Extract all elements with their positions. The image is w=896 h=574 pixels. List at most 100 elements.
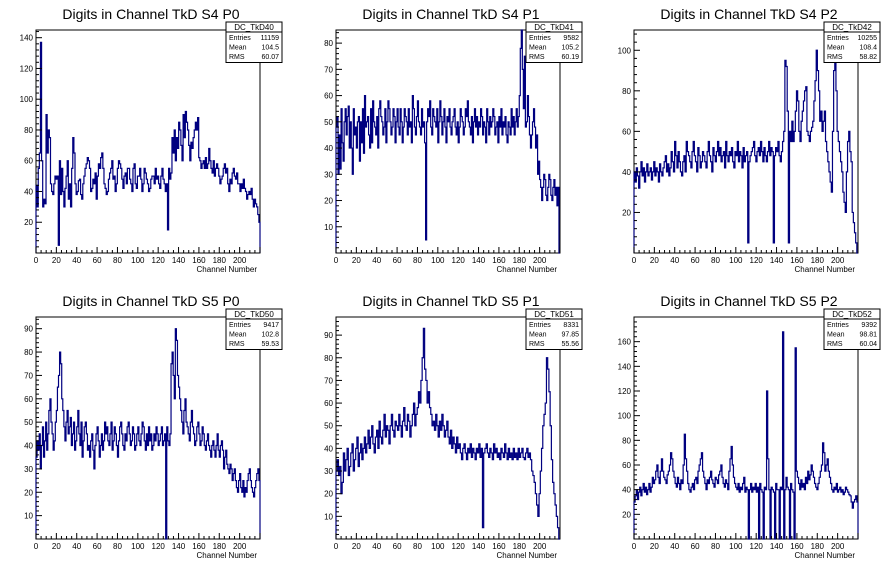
x-tick-label: 100: [431, 256, 445, 265]
y-tick-label: 50: [24, 418, 33, 427]
x-tick-label: 100: [729, 256, 743, 265]
x-tick-label: 20: [52, 256, 61, 265]
y-tick-label: 20: [622, 510, 631, 519]
x-axis-label: Channel Number: [197, 551, 258, 560]
stats-label: Mean: [229, 332, 247, 339]
x-tick-label: 180: [811, 256, 825, 265]
histogram-series-line: [335, 29, 560, 254]
x-tick-label: 160: [192, 542, 206, 551]
x-tick-label: 100: [131, 256, 145, 265]
histogram-panel-5: Digits in Channel TkD S5 P1 0 20 40 60 80 100 1…: [324, 293, 583, 560]
x-tick-label: 0: [34, 542, 39, 551]
x-tick-label: 140: [172, 256, 186, 265]
y-tick-label: 70: [324, 65, 333, 74]
x-tick-label: 140: [472, 542, 486, 551]
x-tick-label: 200: [831, 256, 845, 265]
histogram-series-line: [633, 49, 858, 254]
stats-label: RMS: [529, 341, 545, 348]
y-tick-label: 60: [324, 399, 333, 408]
stats-label: Mean: [529, 332, 547, 339]
x-tick-label: 80: [711, 542, 720, 551]
y-tick-label: 20: [324, 490, 333, 499]
x-tick-label: 200: [233, 256, 247, 265]
stats-value: 60.04: [859, 341, 877, 348]
x-axis-label: Channel Number: [497, 551, 558, 560]
x-tick-label: 120: [452, 542, 466, 551]
stats-box-name: DC_TkD52: [832, 310, 872, 319]
stats-box-frame: [225, 21, 283, 63]
x-tick-label: 100: [729, 542, 743, 551]
x-tick-label: 80: [413, 256, 422, 265]
stats-label: Mean: [827, 332, 845, 339]
x-tick-label: 40: [72, 542, 81, 551]
stats-box: DC_TkD50 Entries 9417 Mean 102.8 RMS 59.53: [225, 308, 283, 350]
stats-label: Entries: [229, 35, 251, 42]
x-tick-label: 60: [691, 256, 700, 265]
histogram-series-line: [35, 41, 261, 253]
y-tick-label: 80: [622, 436, 631, 445]
x-tick-label: 60: [93, 256, 102, 265]
stats-label: Mean: [827, 45, 845, 52]
stats-label: Entries: [827, 322, 849, 329]
stats-label: RMS: [229, 341, 245, 348]
y-tick-label: 60: [24, 157, 33, 166]
x-tick-label: 120: [452, 256, 466, 265]
plot-title: Digits in Channel TkD S5 P0: [62, 293, 239, 309]
stats-value: 108.4: [859, 45, 877, 52]
x-tick-label: 140: [770, 256, 784, 265]
x-tick-label: 0: [632, 256, 637, 265]
x-axis-label: Channel Number: [795, 551, 856, 560]
stats-box-name: DC_TkD42: [832, 23, 872, 32]
y-tick-label: 140: [20, 34, 34, 43]
y-tick-label: 40: [324, 144, 333, 153]
y-tick-label: 80: [324, 354, 333, 363]
x-tick-label: 0: [34, 256, 39, 265]
x-tick-label: 120: [750, 542, 764, 551]
y-tick-label: 40: [24, 187, 33, 196]
x-tick-label: 200: [533, 542, 547, 551]
x-tick-label: 120: [152, 542, 166, 551]
x-tick-label: 200: [533, 256, 547, 265]
y-tick-label: 40: [622, 486, 631, 495]
x-tick-label: 40: [372, 256, 381, 265]
stats-value: 58.82: [859, 54, 877, 61]
x-tick-label: 40: [372, 542, 381, 551]
stats-value: 105.2: [561, 45, 579, 52]
stats-box-frame: [525, 21, 583, 63]
stats-value: 102.8: [261, 332, 279, 339]
x-tick-label: 160: [790, 542, 804, 551]
x-tick-label: 140: [472, 256, 486, 265]
x-tick-label: 0: [334, 542, 339, 551]
x-tick-label: 180: [213, 256, 227, 265]
histogram-panel-1: Digits in Channel TkD S4 P0 0 20 40 60 80 100 1…: [20, 6, 283, 274]
x-tick-label: 100: [131, 542, 145, 551]
x-tick-label: 40: [670, 256, 679, 265]
y-tick-label: 80: [24, 126, 33, 135]
y-tick-label: 60: [24, 395, 33, 404]
y-tick-label: 40: [622, 168, 631, 177]
y-tick-label: 10: [324, 512, 333, 521]
y-tick-label: 30: [324, 467, 333, 476]
stats-box: DC_TkD41 Entries 9582 Mean 105.2 RMS 60.19: [525, 21, 583, 63]
y-tick-label: 60: [622, 127, 631, 136]
stats-label: RMS: [229, 54, 245, 61]
stats-value: 97.85: [561, 332, 579, 339]
stats-box: DC_TkD51 Entries 8331 Mean 97.85 RMS 55.56: [525, 308, 583, 350]
x-tick-label: 180: [513, 542, 527, 551]
stats-box-frame: [525, 308, 583, 350]
stats-value: 9392: [861, 322, 877, 329]
x-tick-label: 80: [711, 256, 720, 265]
y-tick-label: 20: [24, 488, 33, 497]
histogram-panel-6: Digits in Channel TkD S5 P2 0 20 40 60 80 100 1…: [618, 293, 881, 560]
stats-box-frame: [823, 21, 881, 63]
y-tick-label: 20: [622, 208, 631, 217]
stats-value: 9417: [263, 322, 279, 329]
x-tick-label: 20: [650, 542, 659, 551]
y-tick-label: 60: [324, 92, 333, 101]
x-tick-label: 60: [393, 256, 402, 265]
x-tick-label: 180: [811, 542, 825, 551]
stats-value: 9582: [563, 35, 579, 42]
x-tick-label: 40: [72, 256, 81, 265]
x-tick-label: 120: [750, 256, 764, 265]
x-tick-label: 200: [233, 542, 247, 551]
